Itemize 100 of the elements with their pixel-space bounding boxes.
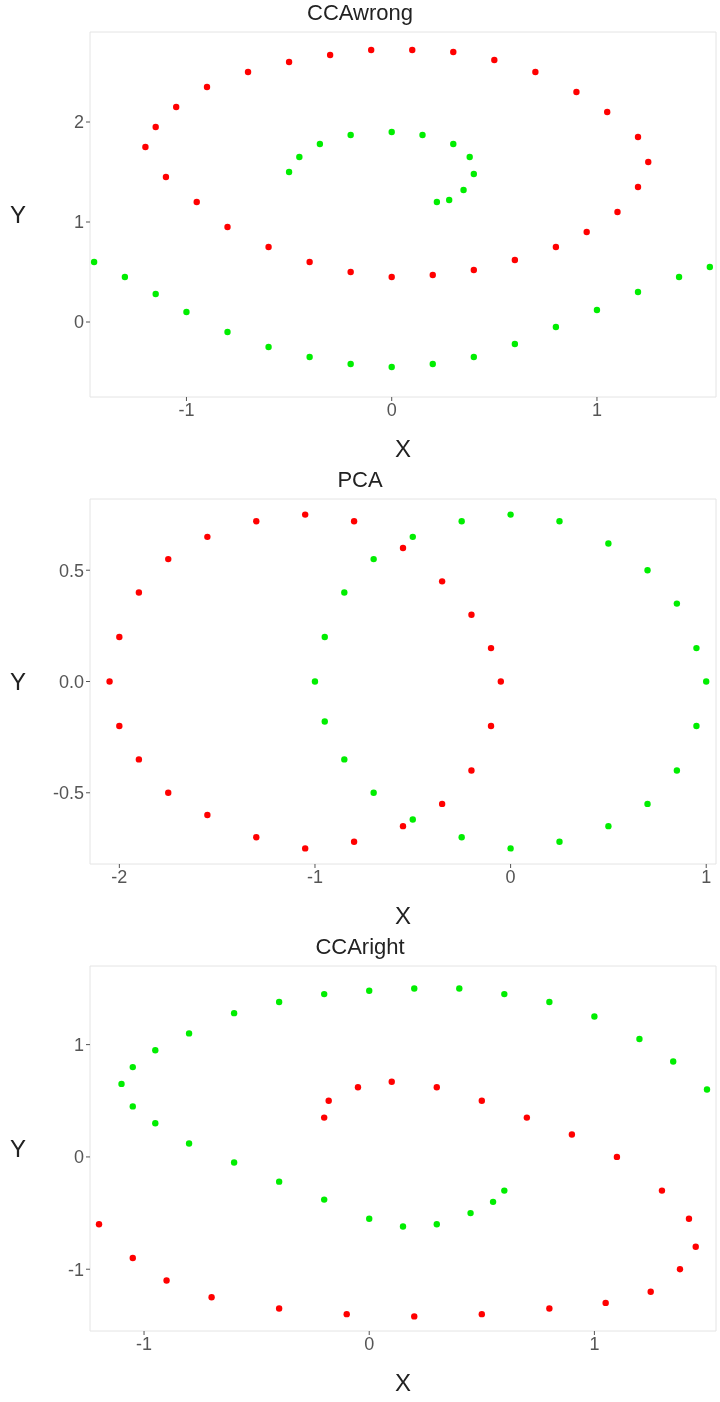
x-tick-label: 0 (505, 866, 516, 887)
point (685, 1215, 693, 1222)
point (285, 168, 293, 176)
point (556, 838, 563, 845)
x-tick-label: -1 (178, 399, 195, 420)
point (593, 306, 601, 314)
point (370, 555, 377, 563)
point (321, 718, 328, 725)
point (470, 266, 478, 274)
point (634, 183, 642, 191)
point (552, 243, 560, 251)
point (275, 1305, 283, 1312)
point (183, 308, 190, 316)
point (320, 1196, 328, 1203)
y-axis-title: Y (10, 1135, 27, 1163)
point (350, 838, 358, 845)
point (411, 1313, 418, 1320)
point (468, 611, 475, 618)
point (142, 143, 149, 151)
point (311, 678, 319, 685)
point (95, 1221, 103, 1228)
point (438, 578, 446, 585)
point (121, 273, 129, 281)
point (347, 131, 354, 139)
point (591, 1013, 598, 1020)
point (230, 1009, 238, 1017)
point (411, 985, 418, 992)
point (343, 1310, 350, 1318)
point (546, 1305, 553, 1312)
point (645, 158, 652, 166)
point (296, 153, 303, 161)
point (316, 140, 324, 148)
point (458, 518, 465, 525)
point (706, 263, 714, 271)
point (165, 789, 172, 796)
point (129, 1063, 136, 1071)
point (244, 68, 252, 76)
point (470, 353, 478, 361)
point (583, 228, 590, 236)
x-tick-label: 1 (589, 1333, 600, 1354)
point (670, 1058, 677, 1065)
point (673, 767, 681, 774)
point (644, 567, 651, 574)
point (703, 678, 710, 685)
point (676, 1266, 684, 1273)
point (306, 353, 313, 361)
point (90, 258, 98, 266)
point (458, 834, 465, 841)
point (675, 273, 683, 281)
y-tick-label: 0.5 (58, 560, 84, 581)
point (165, 555, 172, 563)
y-tick-label: 1 (73, 1035, 84, 1056)
point (275, 1178, 283, 1185)
point (347, 360, 354, 368)
point (466, 153, 473, 161)
point (350, 518, 358, 525)
point (507, 845, 514, 852)
point (399, 822, 407, 830)
point (325, 1097, 332, 1104)
point (388, 273, 395, 281)
point (326, 51, 334, 59)
point (552, 323, 560, 331)
point (366, 1215, 373, 1222)
point (433, 1221, 440, 1228)
point (388, 1078, 395, 1085)
point (489, 1198, 497, 1206)
point (634, 288, 642, 296)
point (693, 722, 700, 730)
point (604, 108, 611, 116)
point (429, 271, 436, 279)
point (409, 816, 416, 823)
point (605, 822, 612, 830)
point (135, 589, 143, 596)
x-tick-label: 0 (386, 399, 397, 420)
point (370, 789, 377, 796)
x-tick-label: -1 (306, 866, 323, 887)
point (275, 998, 283, 1006)
point (399, 1223, 407, 1230)
point (116, 722, 123, 730)
point (129, 1254, 136, 1262)
point (467, 1209, 474, 1217)
point (613, 1153, 621, 1161)
point (399, 544, 407, 552)
point (321, 633, 328, 641)
y-tick-label: 2 (73, 112, 84, 133)
x-tick-label: -2 (111, 866, 128, 887)
y-tick-label: -1 (67, 1259, 84, 1280)
point (320, 1114, 328, 1121)
point (460, 186, 467, 194)
x-axis-title: X (394, 902, 412, 929)
point (341, 756, 348, 763)
x-tick-label: 1 (701, 866, 712, 887)
point (644, 800, 651, 808)
point (367, 46, 375, 54)
point (501, 990, 508, 998)
point (634, 133, 642, 141)
point (429, 360, 436, 368)
x-tick-label: 1 (591, 399, 602, 420)
point (556, 518, 563, 525)
point (523, 1114, 531, 1121)
